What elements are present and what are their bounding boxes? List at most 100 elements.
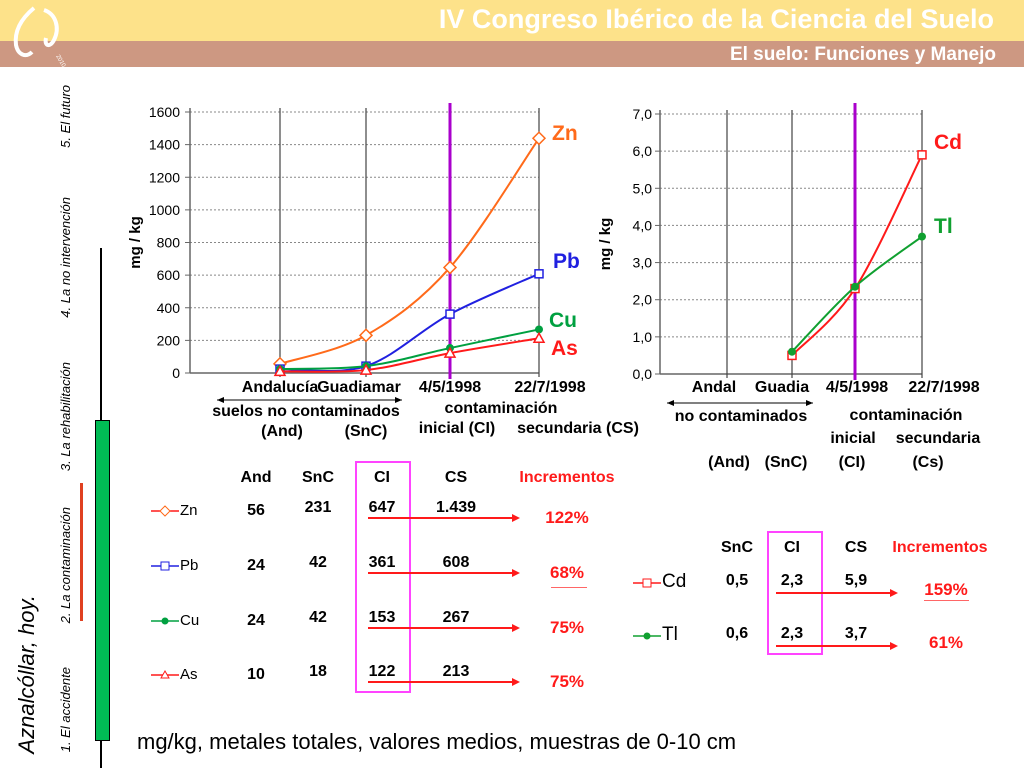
series-line-As (279, 337, 540, 373)
arrowhead (217, 397, 224, 403)
table-cell: 18 (309, 663, 327, 680)
progress-bar (95, 420, 110, 741)
legend-label: Cd (662, 571, 687, 592)
y-tick-label: 1000 (149, 202, 180, 218)
data-point (535, 325, 543, 334)
increment-value: 159% (924, 580, 968, 599)
column-header: And (240, 469, 272, 486)
table-cell: 56 (247, 502, 265, 519)
data-point (531, 131, 547, 146)
table-cell: 231 (304, 499, 332, 516)
series-label: As (551, 337, 578, 360)
table-cell: 24 (247, 612, 265, 629)
table-cell: 10 (247, 666, 265, 683)
legend-label: As (180, 666, 198, 683)
y-tick-label: 0,0 (633, 366, 653, 382)
x-annotation: (Cs) (912, 454, 944, 471)
series-label: Cd (934, 131, 962, 154)
y-tick-label: 200 (157, 332, 181, 348)
table-cell: 2,3 (780, 625, 804, 642)
series-label: Cu (549, 309, 577, 332)
table-cell: 213 (442, 663, 470, 680)
arrowhead (890, 642, 898, 650)
column-header-increments: Incrementos (519, 469, 615, 486)
x-annotation: inicial (830, 430, 876, 447)
arrowhead (512, 514, 520, 522)
data-point (917, 150, 927, 160)
table-cell: 3,7 (844, 625, 868, 642)
x-annotation: contaminación (849, 407, 963, 424)
arrowhead (512, 624, 520, 632)
y-tick-label: 600 (157, 267, 181, 283)
increment-arrow (368, 572, 514, 574)
x-annotation: secundaria (CS) (517, 420, 639, 437)
x-annotation: no contaminados (674, 408, 808, 425)
series-label: Pb (553, 250, 580, 273)
y-tick-label: 400 (157, 300, 181, 316)
series-line-Zn (279, 137, 540, 365)
increment-value: 75% (549, 672, 585, 691)
x-annotation: (CI) (838, 454, 866, 471)
y-tick-label: 1600 (149, 104, 180, 120)
table-cell: 647 (368, 499, 396, 516)
series-line-Pb (279, 272, 540, 372)
data-point (443, 346, 457, 358)
y-tick-label: 1200 (149, 169, 180, 185)
x-tick-label: 22/7/1998 (514, 379, 586, 396)
y-tick-label: 3,0 (633, 255, 653, 271)
table-cell: 608 (442, 554, 470, 571)
data-point (534, 269, 544, 279)
arrowhead (395, 397, 402, 403)
series-line-Cu (279, 328, 540, 371)
x-annotation: inicial (CI) (418, 420, 496, 437)
x-tick-label: Andal (691, 379, 737, 396)
table-cell: 5,9 (844, 572, 868, 589)
congress-logo: 2010 (13, 6, 66, 69)
active-nav-underline (80, 483, 83, 621)
y-tick-label: 0 (172, 365, 180, 381)
legend-marker-Cd (633, 578, 661, 588)
arrowhead (890, 589, 898, 597)
increment-underline (924, 600, 969, 601)
table-cell: 153 (368, 609, 396, 626)
data-point (359, 363, 373, 375)
y-tick-label: 4,0 (633, 217, 653, 233)
increment-underline (551, 587, 587, 588)
series-label: Zn (552, 122, 578, 145)
data-point (273, 364, 287, 377)
y-tick-label: 7,0 (633, 106, 653, 122)
legend-label: Pb (180, 557, 199, 574)
increment-value: 68% (549, 563, 585, 582)
header-band (0, 0, 1024, 41)
increment-arrow (368, 681, 514, 683)
page-subtitle: El suelo: Funciones y Manejo (729, 44, 996, 65)
subheader-band (0, 41, 1024, 67)
table-cell: 0,5 (725, 572, 749, 589)
x-annotation: contaminación (444, 400, 558, 417)
series-line-Tl (791, 235, 923, 353)
arrowhead (806, 400, 813, 406)
column-header-increments: Incrementos (892, 539, 988, 556)
table-cell: 0,6 (725, 625, 749, 642)
table-cell: 42 (309, 554, 327, 571)
arrowhead (667, 400, 674, 406)
increment-arrow (776, 645, 892, 647)
footer-note: mg/kg, metales totales, valores medios, … (137, 729, 737, 754)
increment-value: 61% (928, 633, 964, 652)
x-tick-label: Guadia (754, 379, 810, 396)
x-tick-label: 4/5/1998 (825, 379, 889, 396)
series-label: Tl (934, 215, 953, 238)
data-point (445, 309, 455, 319)
legend-label: Cu (180, 612, 200, 629)
data-point (532, 331, 546, 344)
table-cell: 2,3 (780, 572, 804, 589)
x-annotation: (And) (261, 423, 303, 440)
x-annotation: suelos no contaminados (212, 403, 400, 420)
x-tick-label: Andalucía (241, 379, 319, 396)
y-axis-label: mg / kg (127, 216, 144, 269)
x-tick-label: Guadiamar (317, 379, 401, 396)
legend-label: Zn (180, 502, 198, 519)
x-annotation: (And) (708, 454, 750, 471)
x-annotation: (SnC) (344, 423, 388, 440)
